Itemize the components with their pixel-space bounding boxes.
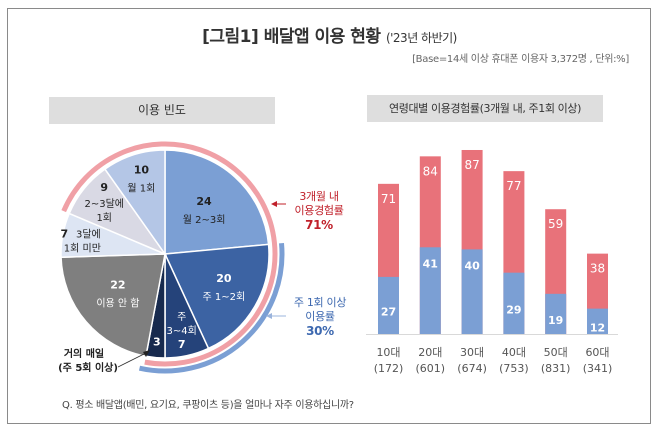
pie-value-label: 10 [134, 164, 150, 177]
daily-label-line1: 거의 매일 [64, 347, 104, 360]
pie-panel-header: 이용 빈도 [49, 97, 275, 124]
three-month-callout-value: 71% [305, 218, 333, 232]
bar-weekly [378, 276, 399, 334]
weekly-callout-value: 30% [306, 324, 334, 338]
bar-weekly [419, 247, 441, 334]
weekly-callout: 주 1회 이상 이용률 30% [284, 296, 356, 339]
bar-3month-value: 71 [381, 192, 396, 206]
bar-chart: 71 27 10대 (172) 84 41 20대 (601) 87 40 30대 (674) 77 29… [366, 149, 618, 375]
pie-category-label: 3~4회 [167, 325, 197, 337]
pie-category-label: 월 2~3회 [183, 214, 226, 226]
x-tick-label: 40대 [502, 346, 526, 359]
pie-category-label: 1회 [96, 212, 112, 224]
bar-3month-value: 84 [423, 164, 438, 178]
pie-value-label: 20 [216, 272, 232, 285]
pie-category-label: 2~3달에 [84, 198, 124, 210]
x-tick-sublabel: (753) [499, 362, 529, 375]
pie-value-label: 22 [110, 278, 125, 291]
bar-weekly [545, 293, 567, 334]
bar-3month-value: 59 [548, 217, 563, 231]
x-tick-sublabel: (831) [541, 362, 571, 375]
pie-value-label: 9 [100, 181, 108, 194]
x-tick-label: 50대 [544, 346, 568, 359]
survey-question: Q. 평소 배달앱(배민, 요기요, 쿠팡이츠 등)을 얼마나 자주 이용하십니… [62, 400, 354, 411]
daily-label-line2: (주 5회 이상) [58, 361, 118, 374]
weekly-callout-line1: 주 1회 이상 [293, 296, 347, 309]
three-month-callout-line2: 이용경험률 [294, 204, 344, 217]
pie-slice [164, 149, 270, 255]
bar-3month-value: 38 [590, 262, 605, 276]
weekly-callout-line2: 이용률 [305, 310, 335, 323]
bar-weekly-value: 19 [548, 314, 563, 327]
pie-value-label: 3 [153, 336, 161, 349]
pie-category-label: 1회 미만 [64, 242, 101, 254]
title-sub: ('23년 하반기) [385, 31, 457, 45]
x-tick-label: 30대 [460, 346, 484, 359]
bar-weekly-value: 12 [590, 321, 605, 334]
bar-weekly-value: 29 [506, 303, 521, 316]
figure-frame [7, 8, 651, 424]
pie-category-label: 주 1~2회 [203, 291, 246, 303]
pie-category-label: 이용 안 함 [96, 297, 139, 309]
x-tick-label: 60대 [585, 346, 609, 359]
pie-category-label: 월 1회 [127, 183, 155, 195]
pie-value-label: 7 [61, 227, 69, 240]
bar-weekly-value: 41 [423, 257, 438, 270]
bar-weekly [503, 272, 525, 334]
bar-weekly-value: 40 [464, 259, 480, 272]
daily-leader-arrow [143, 350, 150, 357]
x-tick-sublabel: (674) [457, 362, 487, 375]
base-note: [Base=14세 이상 휴대폰 이용자 3,372명 , 단위:%] [412, 54, 629, 65]
pie-slice [103, 149, 166, 257]
bar-weekly-value: 27 [381, 305, 396, 318]
x-tick-sublabel: (601) [416, 362, 446, 375]
pie-slice [163, 243, 270, 350]
pie-category-label: 3달에 [76, 228, 101, 240]
bar-3month-value: 87 [464, 158, 479, 172]
weekly-span-arc [138, 242, 285, 374]
weekly-arrow-head [266, 313, 272, 319]
bar-3month-value: 77 [506, 179, 521, 193]
daily-leader-line [117, 352, 147, 368]
pie-value-label: 24 [196, 195, 212, 208]
x-tick-sublabel: (341) [583, 362, 613, 375]
bar-weekly [587, 308, 608, 334]
pie-slice [60, 253, 166, 358]
bar-weekly [461, 249, 483, 334]
three-month-span-arc [61, 141, 278, 367]
bar-panel-header: 연령대별 이용경험률(3개월 내, 주1회 이상) [367, 95, 603, 122]
title-main: [그림1] 배달앱 이용 현황 [202, 27, 381, 47]
x-tick-label: 10대 [376, 346, 400, 359]
three-month-callout-line1: 3개월 내 [299, 190, 339, 203]
x-tick-label: 20대 [418, 346, 442, 359]
pie-category-label: 주 [177, 312, 186, 323]
three-month-arrow-head [271, 201, 277, 207]
x-tick-sublabel: (172) [374, 362, 404, 375]
figure-title: [그림1] 배달앱 이용 현황 ('23년 하반기) [0, 22, 659, 47]
three-month-callout: 3개월 내 이용경험률 71% [284, 190, 354, 233]
pie-value-label: 7 [178, 338, 186, 351]
